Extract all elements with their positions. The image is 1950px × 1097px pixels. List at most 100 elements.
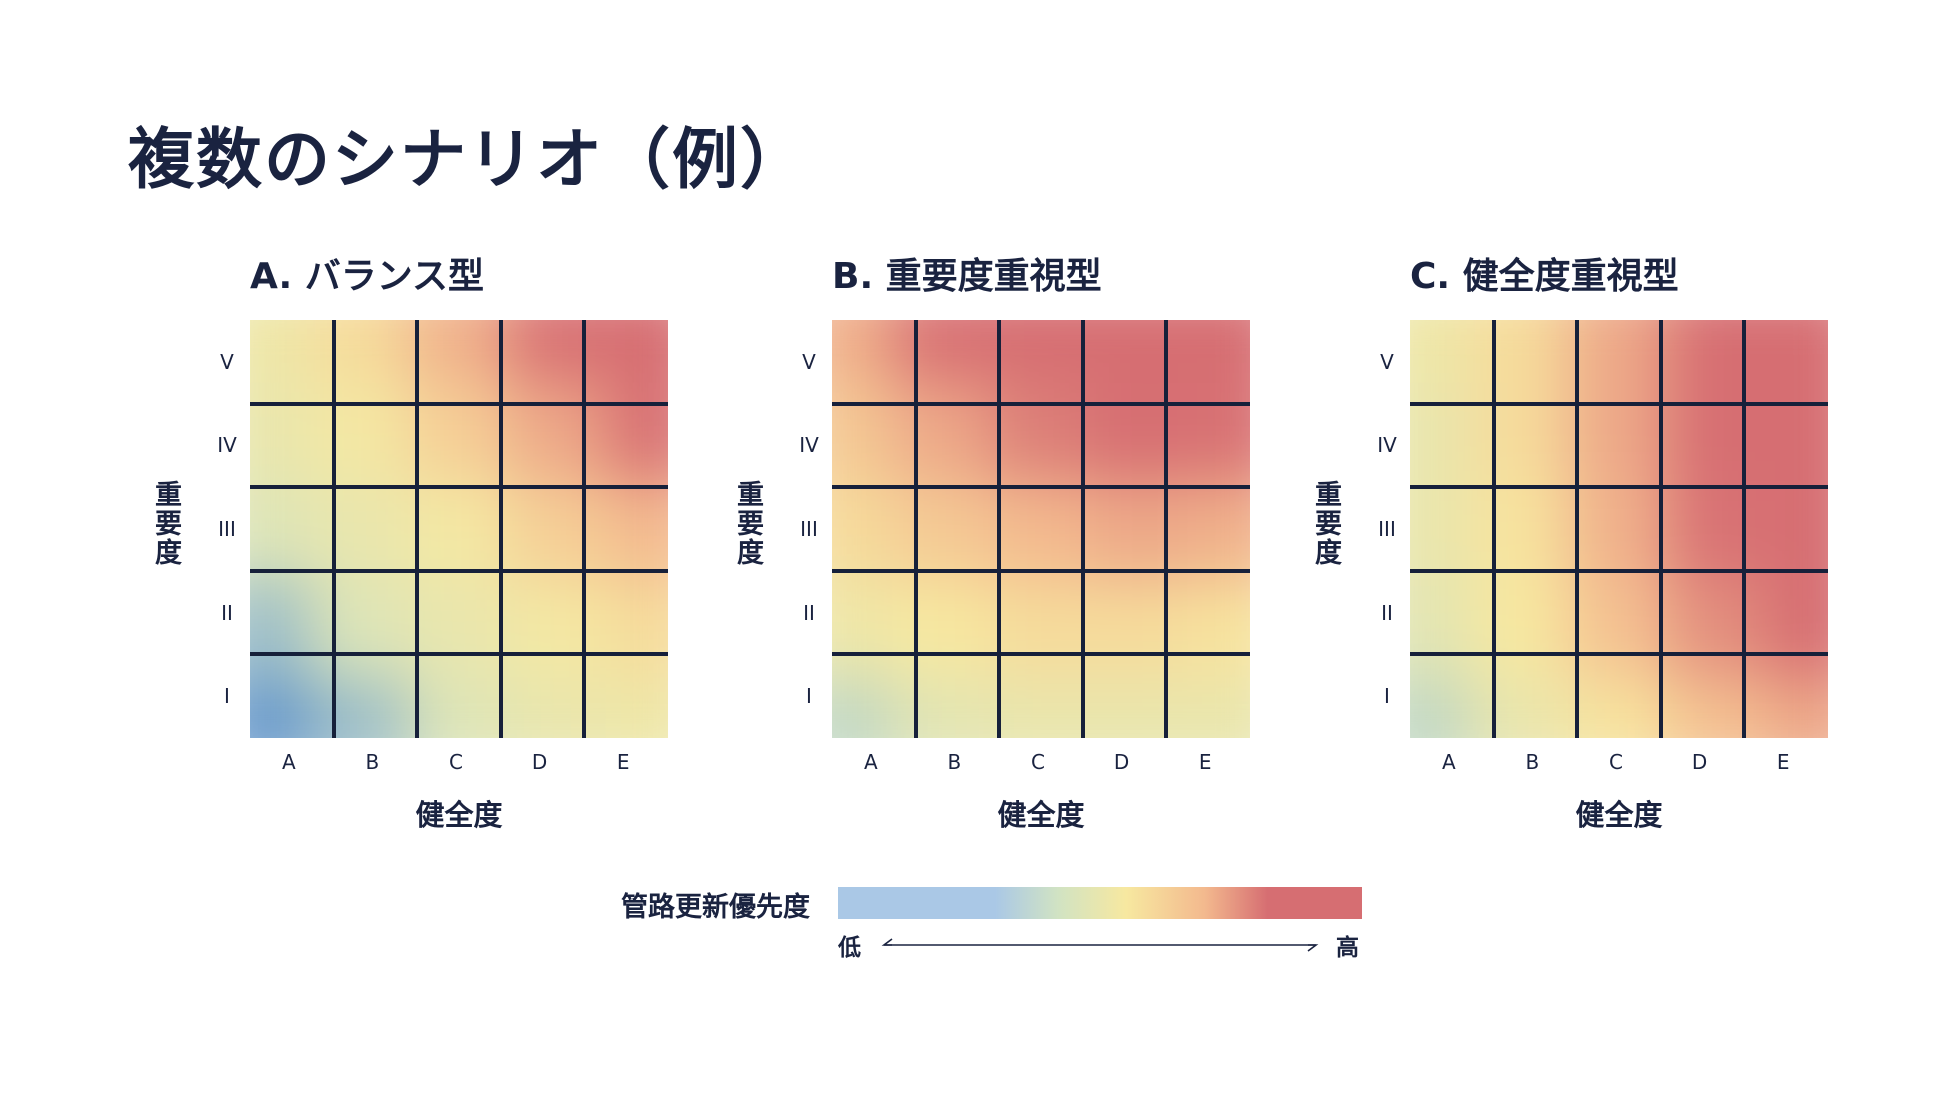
grid-line (1410, 401, 1828, 406)
x-axis-label: 健全度 (1575, 798, 1663, 832)
grid-line (913, 320, 918, 738)
grid-line (832, 568, 1250, 573)
heatmap-cell (891, 478, 993, 580)
legend-color-bar (838, 887, 1362, 919)
heatmap-cell (832, 478, 895, 580)
heatmap-cell (832, 675, 895, 738)
y-tick-label: II (803, 600, 815, 625)
y-tick-label: I (224, 684, 230, 709)
x-tick-label: D (531, 750, 548, 774)
heatmap-cell (1667, 379, 1769, 481)
heatmap-cell (309, 577, 411, 679)
heatmap-cell (1410, 320, 1473, 383)
heatmap-grid (250, 320, 668, 738)
x-tick-label: D (1691, 750, 1708, 774)
heatmap-cell (605, 577, 668, 679)
heatmap-cell (309, 379, 411, 481)
heatmap-cell (309, 320, 411, 383)
y-tick-label: V (1380, 349, 1394, 374)
x-tick-label: C (449, 750, 463, 774)
grid-line (832, 485, 1250, 490)
heatmap-cell (990, 675, 1092, 738)
y-tick-label: III (218, 517, 236, 541)
heatmap-cell (990, 320, 1092, 383)
heatmap-cell (507, 577, 609, 679)
heatmap-cell (605, 478, 668, 580)
heatmap-cell (605, 379, 668, 481)
heatmap-cell (891, 320, 993, 383)
heatmap-cell (1765, 320, 1828, 383)
heatmap-cell (250, 379, 313, 481)
grid-line (250, 568, 668, 573)
heatmap-cell (891, 577, 993, 679)
grid-line (1410, 568, 1828, 573)
grid-line (1164, 320, 1169, 738)
heatmap-cell (1469, 478, 1571, 580)
grid-line (331, 320, 336, 738)
heatmap-cell (408, 320, 510, 383)
legend-label: 管路更新優先度 (621, 892, 810, 923)
page-title: 複数のシナリオ（例） (128, 121, 808, 198)
heatmap-cell (1667, 675, 1769, 738)
heatmap-cell (1667, 320, 1769, 383)
grid-line (832, 401, 1250, 406)
heatmap-cell (1410, 577, 1473, 679)
panel-title: C. 健全度重視型 (1410, 256, 1679, 297)
heatmap-cell (605, 320, 668, 383)
heatmap-cell (605, 675, 668, 738)
x-tick-label: C (1609, 750, 1623, 774)
heatmap-cell (1089, 675, 1191, 738)
grid-line (1491, 320, 1496, 738)
heatmap-cell (891, 675, 993, 738)
heatmap-cell (1410, 379, 1473, 481)
heatmap-cell (990, 577, 1092, 679)
heatmap-cell (1187, 478, 1250, 580)
heatmap-cell (408, 577, 510, 679)
grid-line (1080, 320, 1085, 738)
heatmap-gradient (1410, 320, 1828, 738)
heatmap-cell (1667, 478, 1769, 580)
grid-line (582, 320, 587, 738)
heatmap-gradient (250, 320, 668, 738)
x-tick-label: A (281, 750, 296, 774)
x-tick-label: A (1441, 750, 1456, 774)
y-tick-label: IV (799, 433, 819, 458)
heatmap-cell (1187, 379, 1250, 481)
grid-line (1742, 320, 1747, 738)
y-tick-label: IV (1377, 433, 1397, 458)
y-tick-label: I (806, 684, 812, 709)
heatmap-cell (1469, 675, 1571, 738)
grid-line (997, 320, 1002, 738)
heatmap-cell (1568, 379, 1670, 481)
panel-title: B. 重要度重視型 (832, 256, 1102, 297)
heatmap-cell (1765, 577, 1828, 679)
heatmap-panel: C. 健全度重視型 重要度 I II III IV V A B C D E 健全度 (1280, 255, 1840, 855)
heatmap-cell (1765, 379, 1828, 481)
y-tick-label: V (220, 349, 234, 374)
y-tick-label: III (1378, 517, 1396, 541)
x-tick-label: B (1525, 750, 1540, 774)
heatmap-cell (1410, 675, 1473, 738)
heatmap-gradient (832, 320, 1250, 738)
x-tick-label: B (947, 750, 962, 774)
heatmap-cell (1568, 478, 1670, 580)
heatmap-cell (1568, 577, 1670, 679)
y-axis-label: 重要度 (150, 480, 181, 567)
heatmap-panel: A. バランス型 重要度 I II III IV V A B C D E 健全度 (120, 255, 680, 855)
heatmap-cell (1469, 320, 1571, 383)
y-tick-label: IV (217, 433, 237, 458)
heatmap-cell (1410, 478, 1473, 580)
heatmap-cell (408, 379, 510, 481)
y-axis-label: 重要度 (1310, 480, 1341, 567)
heatmap-panel: B. 重要度重視型 重要度 I II III IV V A B C D E 健全度 (702, 255, 1262, 855)
y-tick-label: II (221, 600, 233, 625)
grid-lines (250, 320, 668, 738)
x-tick-label: E (1198, 750, 1212, 774)
grid-line (415, 320, 420, 738)
heatmap-cell (1568, 320, 1670, 383)
legend-high-label: 高 (1336, 935, 1359, 961)
grid-lines (832, 320, 1250, 738)
y-tick-label: II (1381, 600, 1393, 625)
heatmap-cell (1765, 478, 1828, 580)
heatmap-cell (1568, 675, 1670, 738)
